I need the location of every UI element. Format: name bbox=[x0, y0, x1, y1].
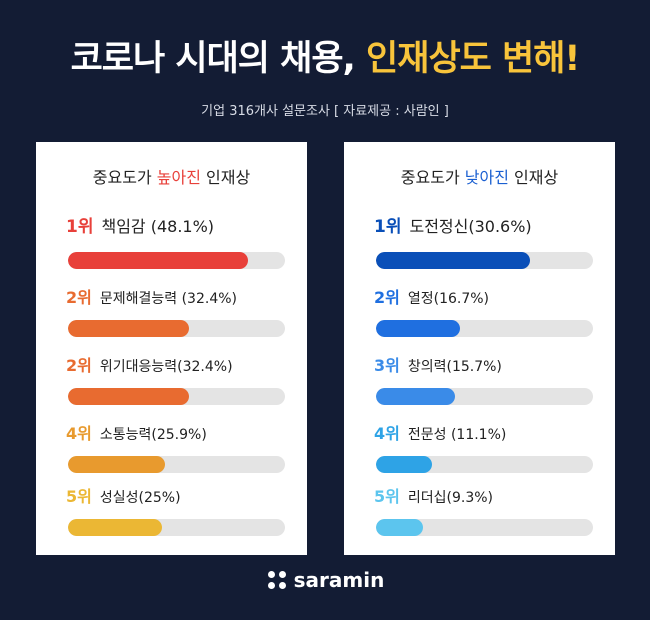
panel-title-highlight: 낮아진 bbox=[464, 168, 509, 187]
bar-track bbox=[68, 519, 285, 536]
panel-title-suffix: 인재상 bbox=[206, 168, 251, 187]
bar-fill bbox=[376, 252, 531, 269]
bar-label: 2위 문제해결능력 (32.4%) bbox=[66, 284, 237, 308]
panel-title-highlight: 높아진 bbox=[156, 168, 201, 187]
panel-title-increased: 중요도가 높아진 인재상 bbox=[36, 164, 307, 188]
title-highlight: 인재상도 변해! bbox=[366, 39, 580, 79]
bar-fill bbox=[376, 456, 433, 473]
bar-label-text: 열정(16.7%) bbox=[407, 291, 490, 307]
bar-label-text: 리더십(9.3%) bbox=[407, 490, 493, 506]
bar-label-text: 문제해결능력 (32.4%) bbox=[99, 291, 237, 307]
bar-fill bbox=[376, 320, 461, 337]
bar-track bbox=[376, 388, 593, 405]
bar-label: 4위 소통능력(25.9%) bbox=[66, 420, 207, 444]
bar-rank: 5위 bbox=[374, 487, 400, 506]
bar-label: 5위 리더십(9.3%) bbox=[374, 483, 493, 507]
title-main: 코로나 시대의 채용, bbox=[70, 39, 356, 79]
bar-rank: 4위 bbox=[66, 424, 92, 443]
panel-title-prefix: 중요도가 bbox=[400, 168, 460, 187]
bar-fill bbox=[68, 519, 162, 536]
bar-label: 2위 열정(16.7%) bbox=[374, 284, 489, 308]
bar-rank: 2위 bbox=[374, 288, 400, 307]
bar-label: 4위 전문성 (11.1%) bbox=[374, 420, 506, 444]
bar-track bbox=[68, 320, 285, 337]
bar-rank: 2위 bbox=[66, 288, 92, 307]
bar-track bbox=[68, 456, 285, 473]
panel-title-suffix: 인재상 bbox=[514, 168, 559, 187]
bar-label-text: 전문성 (11.1%) bbox=[407, 427, 507, 443]
bar-fill bbox=[68, 388, 190, 405]
page-subtitle: 기업 316개사 설문조사 [ 자료제공 : 사람인 ] bbox=[201, 104, 449, 119]
bar-label: 1위 도전정신(30.6%) bbox=[374, 212, 532, 237]
saramin-logo-icon bbox=[266, 569, 288, 591]
bar-fill bbox=[68, 456, 165, 473]
bar-label-text: 창의력(15.7%) bbox=[407, 359, 502, 375]
panel-title-decreased: 중요도가 낮아진 인재상 bbox=[344, 164, 615, 188]
bar-rank: 5위 bbox=[66, 487, 92, 506]
bar-track bbox=[376, 519, 593, 536]
bar-rank: 4위 bbox=[374, 424, 400, 443]
bar-track bbox=[376, 456, 593, 473]
bar-label-text: 책임감 (48.1%) bbox=[101, 217, 215, 236]
bar-fill bbox=[376, 388, 456, 405]
bar-rank: 1위 bbox=[374, 217, 402, 237]
bar-fill bbox=[376, 519, 423, 536]
panel-increased: 중요도가 높아진 인재상 1위 책임감 (48.1%) 2위 문제해결능력 (32.4… bbox=[36, 142, 307, 555]
bar-fill bbox=[68, 252, 248, 269]
bar-rank: 3위 bbox=[374, 356, 400, 375]
bar-label: 2위 위기대응능력(32.4%) bbox=[66, 352, 233, 376]
panel-title-prefix: 중요도가 bbox=[92, 168, 152, 187]
bar-fill bbox=[68, 320, 190, 337]
bar-rank: 1위 bbox=[66, 217, 94, 237]
saramin-logo: saramin bbox=[0, 568, 650, 592]
bar-label-text: 성실성(25%) bbox=[99, 490, 181, 506]
bar-label: 5위 성실성(25%) bbox=[66, 483, 181, 507]
bar-track bbox=[68, 388, 285, 405]
bar-label-text: 도전정신(30.6%) bbox=[409, 217, 532, 236]
bar-rank: 2위 bbox=[66, 356, 92, 375]
bar-label: 1위 책임감 (48.1%) bbox=[66, 212, 214, 237]
bar-label-text: 소통능력(25.9%) bbox=[99, 427, 207, 443]
bar-track bbox=[376, 252, 593, 269]
page-title: 코로나 시대의 채용, 인재상도 변해! bbox=[0, 30, 650, 81]
bar-label-text: 위기대응능력(32.4%) bbox=[99, 359, 233, 375]
bar-track bbox=[376, 320, 593, 337]
bar-label: 3위 창의력(15.7%) bbox=[374, 352, 502, 376]
logo-text: saramin bbox=[293, 568, 385, 592]
bar-track bbox=[68, 252, 285, 269]
panel-decreased: 중요도가 낮아진 인재상 1위 도전정신(30.6%) 2위 열정(16.7%) 3위 창… bbox=[344, 142, 615, 555]
